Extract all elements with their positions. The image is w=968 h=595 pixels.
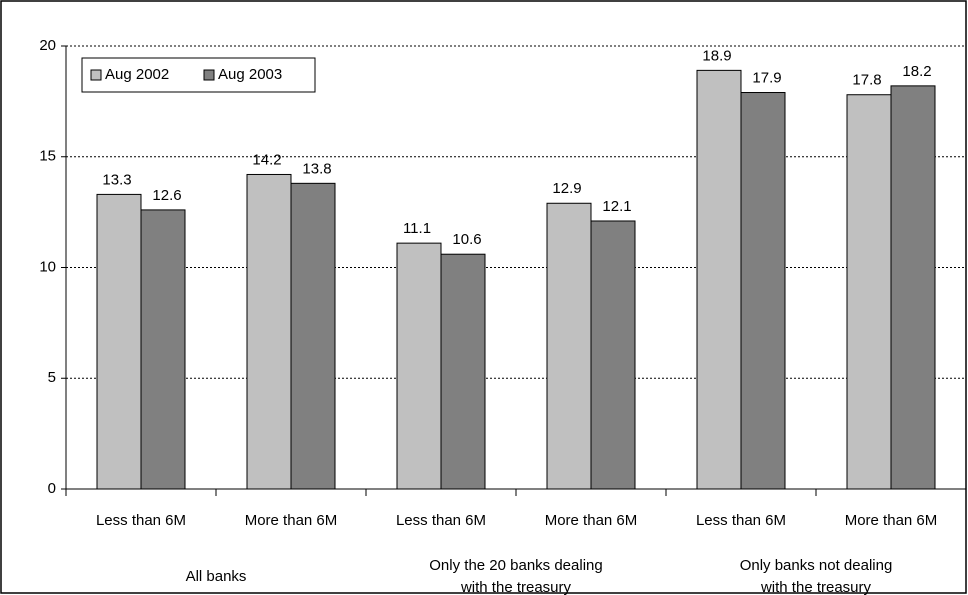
value-label: 14.2 — [252, 151, 281, 168]
legend-label: Aug 2002 — [105, 66, 169, 83]
value-label: 11.1 — [403, 220, 431, 237]
group-label: Only the 20 banks dealing — [429, 557, 602, 574]
value-label: 12.1 — [602, 198, 631, 215]
group-label: with the treasury — [460, 579, 572, 595]
bar — [696, 69, 742, 490]
bar — [740, 92, 786, 490]
x-tick-label: More than 6M — [245, 512, 338, 529]
y-tick-label: 5 — [48, 369, 56, 386]
group-label: All banks — [186, 568, 247, 585]
value-label: 12.9 — [552, 180, 581, 197]
bar — [890, 85, 936, 490]
group-label: with the treasury — [760, 579, 872, 595]
y-tick-label: 0 — [48, 480, 56, 497]
bar — [396, 242, 442, 490]
legend-swatch — [203, 69, 215, 81]
x-tick-label: Less than 6M — [396, 512, 486, 529]
y-tick-label: 15 — [39, 148, 56, 165]
value-label: 13.8 — [302, 160, 331, 177]
bar — [590, 220, 636, 490]
value-label: 18.2 — [902, 63, 931, 80]
x-tick-label: Less than 6M — [96, 512, 186, 529]
legend-box — [81, 57, 316, 93]
y-tick-label: 10 — [39, 258, 56, 275]
bar — [290, 182, 336, 490]
x-tick-label: More than 6M — [545, 512, 638, 529]
bar — [246, 173, 292, 490]
value-label: 12.6 — [152, 187, 181, 204]
value-label: 13.3 — [102, 171, 131, 188]
bar — [96, 193, 142, 490]
legend-label: Aug 2003 — [218, 66, 282, 83]
bar — [846, 94, 892, 490]
value-label: 17.9 — [752, 69, 781, 86]
value-label: 17.8 — [852, 72, 881, 89]
legend-swatch — [90, 69, 102, 81]
bar — [546, 202, 592, 490]
bar — [440, 253, 486, 490]
value-label: 18.9 — [702, 47, 731, 64]
y-tick-label: 20 — [39, 37, 56, 54]
group-label: Only banks not dealing — [740, 557, 893, 574]
value-label: 10.6 — [452, 231, 481, 248]
x-tick-label: More than 6M — [845, 512, 938, 529]
bar — [140, 209, 186, 490]
x-tick-label: Less than 6M — [696, 512, 786, 529]
